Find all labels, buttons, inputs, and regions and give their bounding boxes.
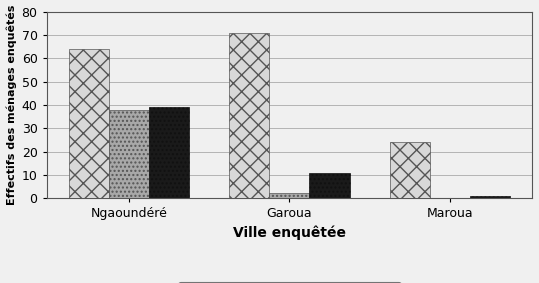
Bar (309, 173, 349, 198)
Bar (149, 107, 189, 198)
Bar (109, 110, 149, 198)
Legend: Achat, Don, Récolte: Achat, Don, Récolte (178, 282, 400, 283)
X-axis label: Ville enquêtée: Ville enquêtée (233, 226, 346, 240)
Bar (229, 33, 270, 198)
Bar (270, 194, 309, 198)
Bar (68, 49, 109, 198)
Bar (470, 196, 510, 198)
Y-axis label: Effectifs des ménages enquêtés: Effectifs des ménages enquêtés (7, 5, 17, 205)
Bar (390, 142, 430, 198)
